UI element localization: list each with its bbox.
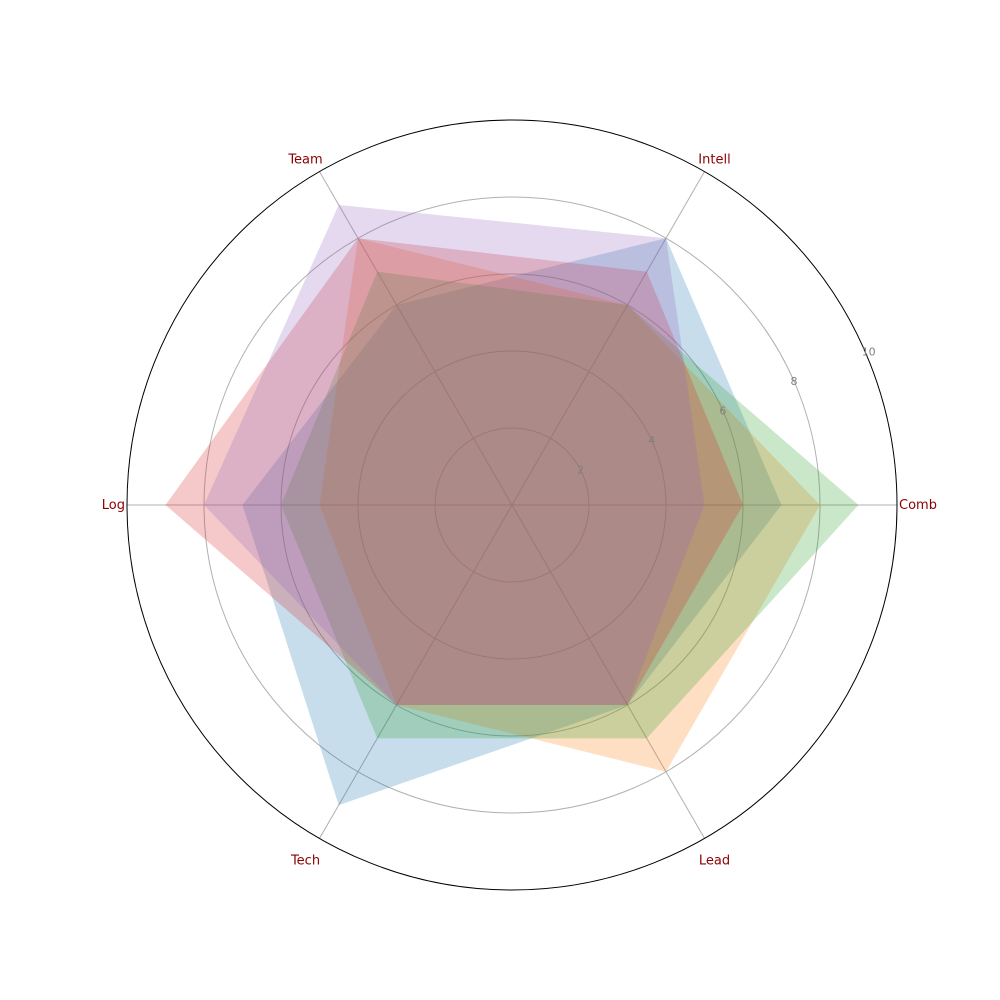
radial-tick-2: 2 [577, 464, 584, 477]
radial-tick-8: 8 [791, 375, 798, 388]
outer-frame [126, 119, 898, 891]
series-3-area [281, 271, 859, 739]
axis-label-comb: Comb [899, 498, 937, 513]
series-5-area [204, 204, 705, 706]
spoke-tech [319, 504, 513, 839]
radial-tick-10: 10 [862, 346, 876, 359]
radial-tick-4: 4 [648, 434, 655, 447]
series-1-area [242, 238, 782, 806]
label-layer: Comb Intell Team Log Tech Lead 2 4 6 8 10 [102, 153, 937, 869]
spoke-team [319, 171, 513, 506]
series-2-area [319, 238, 820, 772]
spoke-lead [511, 504, 705, 839]
frame-layer [126, 119, 898, 891]
axis-label-tech: Tech [290, 853, 320, 868]
axis-label-team: Team [287, 153, 322, 168]
axis-label-intell: Intell [698, 153, 730, 168]
axis-label-lead: Lead [699, 853, 730, 868]
series-layer [165, 204, 859, 806]
series-4-area [165, 238, 743, 706]
axis-label-log: Log [102, 498, 125, 513]
grid-layer [127, 171, 897, 839]
radial-tick-6: 6 [719, 405, 726, 418]
spoke-intell [511, 171, 705, 506]
